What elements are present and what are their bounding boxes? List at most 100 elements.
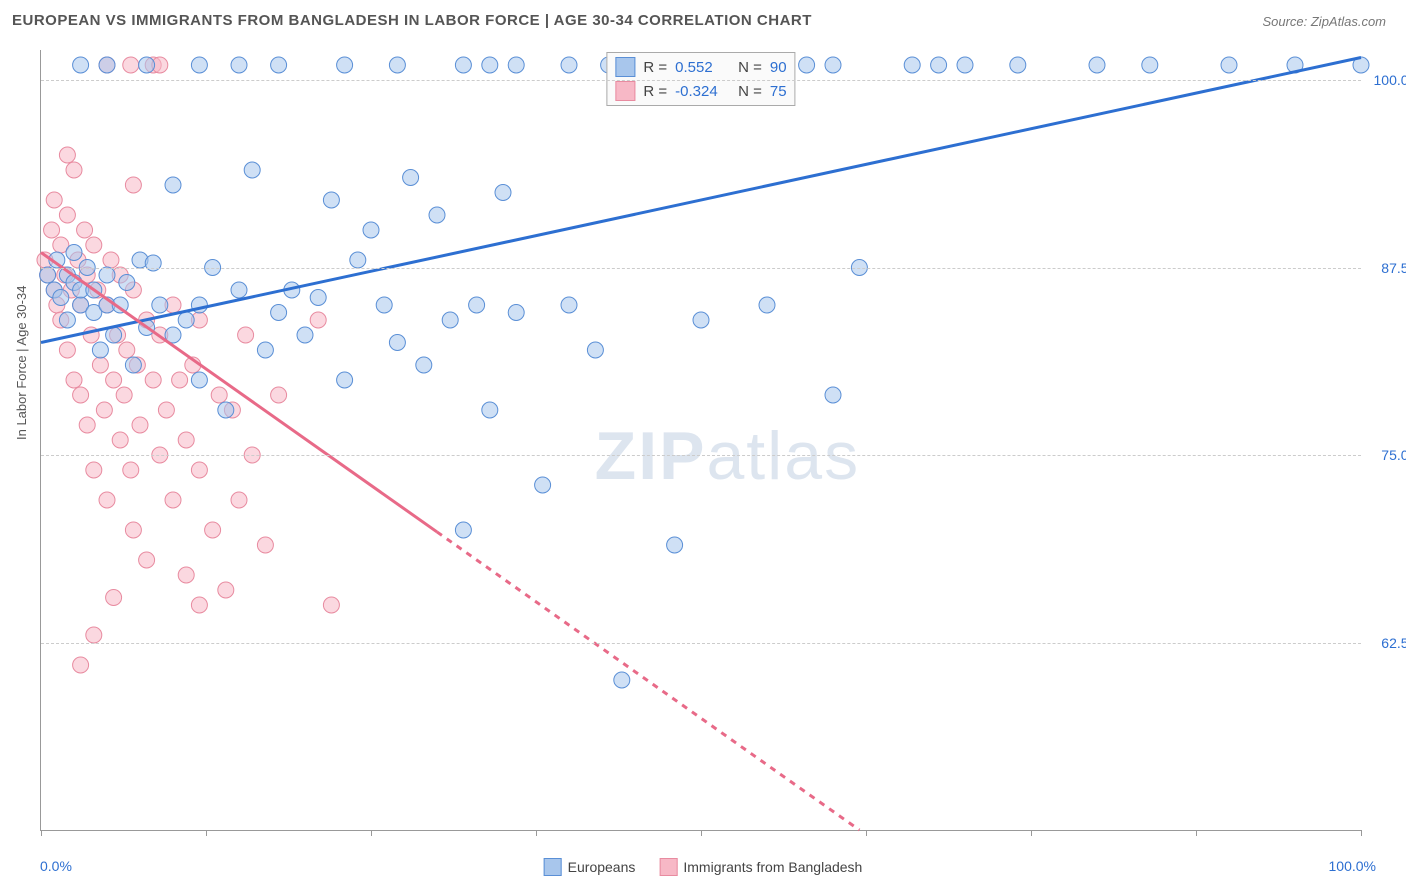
data-point [191, 462, 207, 478]
data-point [1142, 57, 1158, 73]
data-point [614, 672, 630, 688]
data-point [125, 177, 141, 193]
data-point [337, 372, 353, 388]
data-point [1089, 57, 1105, 73]
chart-title: EUROPEAN VS IMMIGRANTS FROM BANGLADESH I… [12, 12, 812, 29]
plot-area: ZIPatlas R =0.552N =90R =-0.324N =75 62.… [40, 50, 1361, 831]
data-point [165, 177, 181, 193]
data-point [106, 590, 122, 606]
data-point [1221, 57, 1237, 73]
x-tick [866, 830, 867, 836]
data-point [59, 312, 75, 328]
data-point [957, 57, 973, 73]
x-tick [1361, 830, 1362, 836]
data-point [403, 170, 419, 186]
x-tick [536, 830, 537, 836]
data-point [271, 57, 287, 73]
data-point [99, 57, 115, 73]
data-point [271, 305, 287, 321]
r-label: R = [643, 83, 667, 100]
legend-swatch [544, 858, 562, 876]
data-point [231, 492, 247, 508]
n-value: 90 [770, 59, 787, 76]
data-point [86, 462, 102, 478]
data-point [482, 57, 498, 73]
data-point [96, 402, 112, 418]
data-point [508, 57, 524, 73]
data-point [257, 342, 273, 358]
legend-swatch [615, 57, 635, 77]
gridline [41, 643, 1361, 644]
data-point [416, 357, 432, 373]
data-point [125, 357, 141, 373]
data-point [123, 462, 139, 478]
data-point [103, 252, 119, 268]
data-point [350, 252, 366, 268]
data-point [66, 245, 82, 261]
data-point [191, 57, 207, 73]
data-point [53, 290, 69, 306]
data-point [310, 312, 326, 328]
legend-swatch [659, 858, 677, 876]
x-tick [1031, 830, 1032, 836]
y-tick-label: 87.5% [1366, 260, 1406, 276]
data-point [73, 657, 89, 673]
y-tick-label: 75.0% [1366, 447, 1406, 463]
data-point [86, 627, 102, 643]
data-point [799, 57, 815, 73]
y-tick-label: 62.5% [1366, 635, 1406, 651]
data-point [40, 267, 56, 283]
data-point [825, 57, 841, 73]
data-point [825, 387, 841, 403]
data-point [119, 275, 135, 291]
data-point [904, 57, 920, 73]
correlation-legend: R =0.552N =90R =-0.324N =75 [606, 52, 795, 106]
r-label: R = [643, 59, 667, 76]
correlation-row: R =0.552N =90 [615, 55, 786, 79]
data-point [231, 57, 247, 73]
data-point [112, 432, 128, 448]
data-point [482, 402, 498, 418]
data-point [158, 402, 174, 418]
data-point [191, 597, 207, 613]
data-point [165, 492, 181, 508]
data-point [455, 522, 471, 538]
data-point [59, 147, 75, 163]
data-point [178, 567, 194, 583]
data-point [693, 312, 709, 328]
gridline [41, 80, 1361, 81]
x-tick [371, 830, 372, 836]
data-point [389, 57, 405, 73]
scatter-svg [41, 50, 1361, 830]
data-point [73, 387, 89, 403]
x-tick [206, 830, 207, 836]
y-tick-label: 100.0% [1366, 72, 1406, 88]
legend-item: Europeans [544, 858, 636, 876]
x-tick [701, 830, 702, 836]
data-point [337, 57, 353, 73]
data-point [376, 297, 392, 313]
data-point [77, 222, 93, 238]
data-point [323, 597, 339, 613]
data-point [59, 207, 75, 223]
data-point [508, 305, 524, 321]
data-point [86, 237, 102, 253]
data-point [535, 477, 551, 493]
data-point [73, 57, 89, 73]
data-point [79, 417, 95, 433]
data-point [92, 342, 108, 358]
data-point [152, 297, 168, 313]
data-point [561, 57, 577, 73]
data-point [244, 162, 260, 178]
data-point [99, 492, 115, 508]
data-point [178, 312, 194, 328]
data-point [238, 327, 254, 343]
legend-label: Europeans [568, 859, 636, 875]
data-point [455, 57, 471, 73]
data-point [172, 372, 188, 388]
data-point [145, 255, 161, 271]
correlation-row: R =-0.324N =75 [615, 79, 786, 103]
data-point [99, 267, 115, 283]
data-point [139, 552, 155, 568]
n-value: 75 [770, 83, 787, 100]
